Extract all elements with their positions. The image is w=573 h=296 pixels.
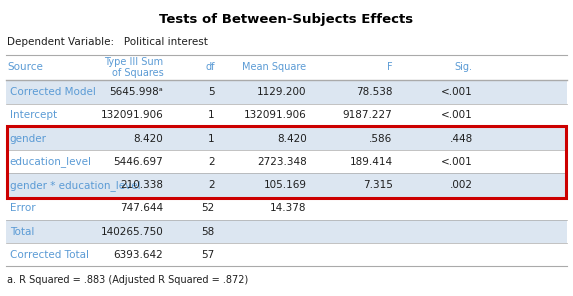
Text: 132091.906: 132091.906: [100, 110, 163, 120]
Text: Corrected Total: Corrected Total: [10, 250, 89, 260]
Text: Type III Sum
of Squares: Type III Sum of Squares: [104, 57, 163, 78]
Text: df: df: [205, 62, 215, 72]
Text: .448: .448: [449, 133, 473, 144]
Text: a. R Squared = .883 (Adjusted R Squared = .872): a. R Squared = .883 (Adjusted R Squared …: [7, 275, 248, 285]
Text: 14.378: 14.378: [270, 203, 307, 213]
Text: Corrected Model: Corrected Model: [10, 87, 96, 97]
Text: 1129.200: 1129.200: [257, 87, 307, 97]
Text: 2723.348: 2723.348: [257, 157, 307, 167]
Text: 140265.750: 140265.750: [100, 226, 163, 237]
Text: Mean Square: Mean Square: [242, 62, 307, 72]
Bar: [6, 104, 567, 127]
Text: 5: 5: [208, 87, 215, 97]
Text: 78.538: 78.538: [356, 87, 393, 97]
Bar: [6, 127, 567, 150]
Text: Intercept: Intercept: [10, 110, 57, 120]
Text: 8.420: 8.420: [134, 133, 163, 144]
Text: .586: .586: [369, 133, 393, 144]
Text: 747.644: 747.644: [120, 203, 163, 213]
Text: 57: 57: [202, 250, 215, 260]
Text: education_level: education_level: [10, 156, 92, 167]
Text: 210.338: 210.338: [120, 180, 163, 190]
Text: Sig.: Sig.: [455, 62, 473, 72]
Text: 189.414: 189.414: [350, 157, 393, 167]
Text: 2: 2: [208, 157, 215, 167]
Text: gender: gender: [10, 133, 47, 144]
Text: Total: Total: [10, 226, 34, 237]
Bar: [6, 220, 567, 243]
Bar: [6, 173, 567, 197]
Bar: [6, 81, 567, 104]
Text: F: F: [387, 62, 393, 72]
Text: <.001: <.001: [441, 157, 473, 167]
Text: gender * education_level: gender * education_level: [10, 180, 140, 191]
Text: 52: 52: [202, 203, 215, 213]
Text: 1: 1: [208, 133, 215, 144]
Text: 132091.906: 132091.906: [244, 110, 307, 120]
Bar: [7, 126, 566, 198]
Text: <.001: <.001: [441, 110, 473, 120]
Text: Error: Error: [10, 203, 36, 213]
Text: Tests of Between-Subjects Effects: Tests of Between-Subjects Effects: [159, 13, 414, 26]
Bar: [6, 243, 567, 266]
Text: 5446.697: 5446.697: [113, 157, 163, 167]
Text: Dependent Variable:   Political interest: Dependent Variable: Political interest: [7, 37, 208, 47]
Text: 1: 1: [208, 110, 215, 120]
Text: 6393.642: 6393.642: [113, 250, 163, 260]
Text: 8.420: 8.420: [277, 133, 307, 144]
Text: 5645.998ᵃ: 5645.998ᵃ: [109, 87, 163, 97]
Text: 7.315: 7.315: [363, 180, 393, 190]
Bar: [6, 150, 567, 173]
Text: 58: 58: [202, 226, 215, 237]
Text: 9187.227: 9187.227: [343, 110, 393, 120]
Text: .002: .002: [450, 180, 473, 190]
Text: 2: 2: [208, 180, 215, 190]
Bar: [6, 197, 567, 220]
Text: 105.169: 105.169: [264, 180, 307, 190]
Text: Source: Source: [7, 62, 43, 72]
Text: <.001: <.001: [441, 87, 473, 97]
